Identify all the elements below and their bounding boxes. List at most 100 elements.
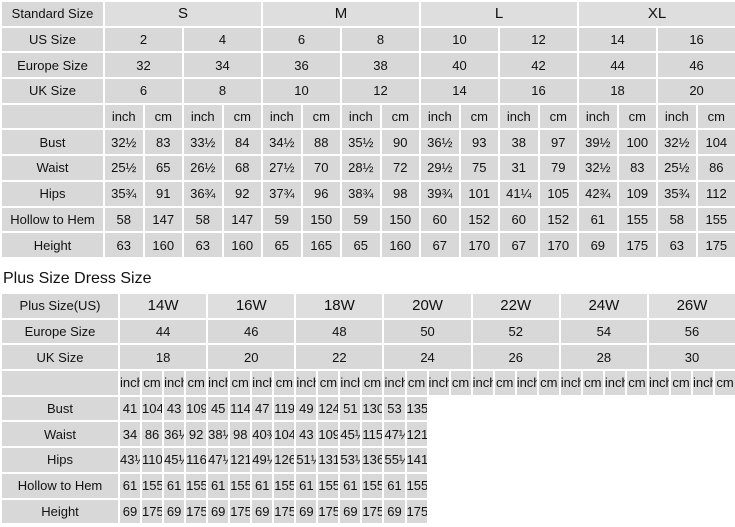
measurement-value: 36¼ [162, 420, 187, 449]
measurement-row: Height 69 175 69 175 69 175 69 175 69 175 69 175 69 17… [0, 497, 735, 526]
unit-inch: inch [162, 369, 187, 397]
measurement-value: 155 [140, 471, 165, 500]
measurement-value: 51½ [294, 446, 319, 474]
measurement-value: 32½ [103, 128, 145, 157]
unit-inch: inch [419, 102, 461, 131]
size-value: 16 [498, 77, 580, 105]
unit-inch: inch [656, 102, 698, 131]
unit-cm: cm [228, 369, 253, 397]
measurement-value: 39¾ [419, 179, 461, 208]
measurement-value: 152 [458, 205, 501, 234]
unit-inch: inch [558, 369, 583, 397]
measurement-value: 41 [117, 394, 143, 423]
measurement-value: 69 [577, 231, 619, 259]
measurement-value: 49 [294, 394, 319, 423]
measurement-value: 47½ [382, 420, 407, 449]
measurement-value: 136 [360, 446, 385, 474]
measurement-value: 155 [316, 471, 341, 500]
measurement-value: 61 [162, 471, 187, 500]
size-value: 16 [656, 25, 735, 54]
measurement-value: 175 [360, 497, 385, 526]
size-conversion-row: UK Size 18 20 22 24 26 28 30 [0, 343, 735, 372]
measurement-value: 41¼ [498, 179, 540, 208]
measurement-value: 43½ [117, 446, 143, 474]
measurement-value: 90 [379, 128, 422, 157]
unit-cm: cm [668, 369, 694, 397]
unit-inch: inch [577, 102, 619, 131]
unit-cm: cm [140, 369, 165, 397]
measurement-value: 101 [458, 179, 501, 208]
size-value: 2 [103, 25, 184, 54]
measurement-value: 58 [656, 205, 698, 234]
measurement-value: 34½ [261, 128, 303, 157]
unit-cm: cm [221, 102, 264, 131]
size-value: 32 [103, 51, 184, 80]
size-value: 4 [181, 25, 264, 54]
row-label: Height [0, 497, 120, 526]
measurement-value: 65 [261, 231, 303, 259]
measurement-value: 38¾ [340, 179, 382, 208]
measurement-value: 98 [379, 179, 422, 208]
measurement-value: 42¾ [577, 179, 619, 208]
measurement-value: 67 [498, 231, 540, 259]
measurement-value: 37¾ [261, 179, 303, 208]
measurement-value: 43 [294, 420, 319, 449]
measurement-value: 45 [206, 394, 231, 423]
measurement-value: 109 [316, 420, 341, 449]
measurement-value: 109 [616, 179, 659, 208]
unit-inch: inch [261, 102, 303, 131]
measurement-value: 63 [182, 231, 224, 259]
unit-cm: cm [316, 369, 341, 397]
measurement-value: 104 [272, 420, 297, 449]
measurement-value: 131 [316, 446, 341, 474]
measurement-value: 152 [537, 205, 580, 234]
size-conversion-row: Europe Size 44 46 48 50 52 54 56 [0, 317, 735, 346]
size-group: 16W [206, 292, 297, 320]
measurement-row: Height 63 160 63 160 65 165 65 160 67 170 67 170 69 17… [0, 231, 735, 259]
measurement-row: Hips43½11045½11647½12149½12651½13153½136… [0, 446, 735, 474]
measurement-value: 155 [360, 471, 385, 500]
measurement-value: 61 [577, 205, 619, 234]
measurement-value: 147 [221, 205, 264, 234]
size-value: 44 [577, 51, 659, 80]
measurement-value: 58 [182, 205, 224, 234]
size-value: 26 [470, 343, 561, 372]
row-label: Hips [0, 179, 105, 208]
size-value: 36 [261, 51, 343, 80]
measurement-value: 47 [250, 394, 275, 423]
size-value: 24 [382, 343, 473, 372]
measurement-value: 175 [316, 497, 341, 526]
row-label [0, 369, 120, 397]
measurement-value: 170 [458, 231, 501, 259]
measurement-row: Bust 32½ 83 33½ 84 34½ 88 35½ 90 36½ 93 38 97 39½ 100 3… [0, 128, 735, 157]
measurement-value: 150 [300, 205, 343, 234]
row-label: US Size [0, 25, 105, 54]
row-label: UK Size [0, 343, 120, 372]
size-value: 14 [419, 77, 501, 105]
size-value: 40 [419, 51, 501, 80]
unit-inch: inch [602, 369, 627, 397]
size-value: 6 [103, 77, 184, 105]
unit-inch: inch [182, 102, 224, 131]
measurement-value: 61 [338, 471, 363, 500]
size-value: 56 [646, 317, 735, 346]
unit-inch: inch [470, 369, 495, 397]
measurement-value: 121 [404, 420, 429, 449]
measurement-value: 63 [103, 231, 145, 259]
size-value: 48 [294, 317, 385, 346]
size-conversion-row: Europe Size 32 34 36 38 40 42 44 46 [0, 51, 735, 80]
measurement-value: 155 [228, 471, 253, 500]
measurement-value: 45¼ [338, 420, 363, 449]
row-label: Bust [0, 128, 105, 157]
measurement-value: 34 [117, 420, 143, 449]
unit-inch: inch [117, 369, 143, 397]
measurement-row: Waist348636¼9238½9840¾1044310945¼11547½1… [0, 420, 735, 449]
measurement-value: 160 [379, 231, 422, 259]
size-value: 28 [558, 343, 649, 372]
measurement-value: 59 [261, 205, 303, 234]
unit-inch: inch [514, 369, 539, 397]
size-group: 18W [294, 292, 385, 320]
measurement-value: 84 [221, 128, 264, 157]
measurement-value: 75 [458, 154, 501, 182]
measurement-value: 69 [382, 497, 407, 526]
